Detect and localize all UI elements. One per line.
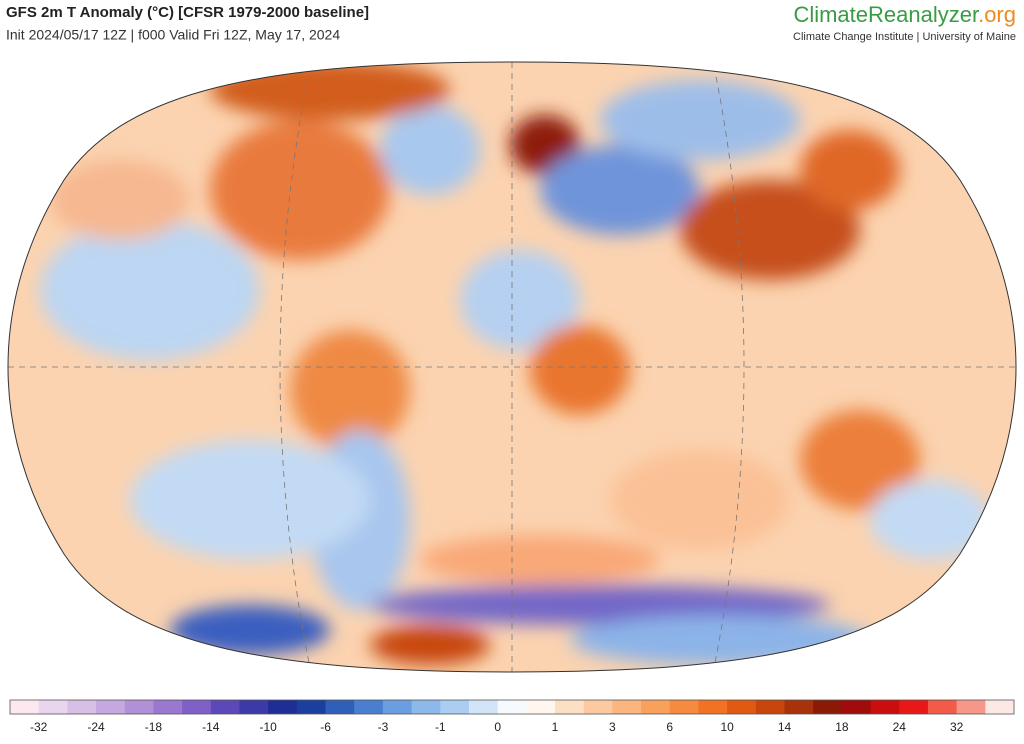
colorbar-swatch (784, 700, 814, 714)
colorbar-swatch (468, 700, 499, 714)
affiliation: Climate Change Institute | University of… (793, 31, 1016, 43)
colorbar-label: -3 (378, 720, 389, 734)
colorbar-label: -1 (435, 720, 446, 734)
colorbar-swatch (440, 700, 470, 714)
colorbar-swatch (899, 700, 929, 714)
colorbar-swatch (841, 700, 872, 714)
colorbar-label: 1 (552, 720, 559, 734)
colorbar-label: -24 (87, 720, 105, 734)
colorbar-swatch (698, 700, 728, 714)
colorbar: -32 -24 -18 -14 -10 -6 -3 -1 0 1 3 6 10 14 18 24 32 (9, 699, 1015, 734)
graticule (8, 62, 1016, 672)
colorbar-swatch (268, 700, 298, 714)
colorbar-swatch (755, 700, 786, 714)
colorbar-swatch (67, 700, 97, 714)
colorbar-swatch (411, 700, 441, 714)
colorbar-swatch (96, 700, 126, 714)
map (8, 62, 1016, 672)
brand: ClimateReanalyzer.org (793, 2, 1016, 27)
colorbar-frame (9, 699, 1015, 715)
colorbar-swatch (296, 700, 327, 714)
colorbar-label: 14 (778, 720, 792, 734)
colorbar-swatch (612, 700, 642, 714)
colorbar-swatch (641, 700, 671, 714)
colorbar-swatch (813, 700, 843, 714)
colorbar-label: 6 (666, 720, 673, 734)
brand-name: ClimateReanalyzer (793, 2, 979, 27)
colorbar-label: 10 (720, 720, 734, 734)
brand-suffix: .org (978, 2, 1016, 27)
colorbar-label: 3 (609, 720, 616, 734)
colorbar-swatch (555, 700, 585, 714)
colorbar-swatch (382, 700, 413, 714)
colorbar-label: -6 (320, 720, 331, 734)
colorbar-label: 18 (835, 720, 849, 734)
colorbar-label: -32 (30, 720, 48, 734)
map-outline (7, 61, 1017, 673)
colorbar-swatch (10, 700, 40, 714)
colorbar-label: 24 (893, 720, 907, 734)
colorbar-label: 32 (950, 720, 964, 734)
colorbar-swatch (38, 700, 68, 714)
colorbar-swatch (210, 700, 240, 714)
colorbar-swatch (182, 700, 212, 714)
colorbar-swatch (526, 700, 556, 714)
colorbar-label: -10 (259, 720, 277, 734)
colorbar-label: -14 (202, 720, 220, 734)
colorbar-swatch (124, 700, 154, 714)
colorbar-swatch (727, 700, 757, 714)
colorbar-swatch (325, 700, 355, 714)
colorbar-swatch (354, 700, 384, 714)
colorbar-swatch (985, 700, 1015, 714)
colorbar-swatch (870, 700, 900, 714)
subtitle: Init 2024/05/17 12Z | f000 Valid Fri 12Z… (6, 27, 340, 43)
anomaly-field (40, 62, 990, 665)
title: GFS 2m T Anomaly (°C) [CFSR 1979-2000 ba… (6, 4, 369, 21)
colorbar-label: -18 (145, 720, 163, 734)
colorbar-swatch (669, 700, 699, 714)
colorbar-swatch (153, 700, 183, 714)
colorbar-swatch (583, 700, 613, 714)
colorbar-swatch (497, 700, 527, 714)
colorbar-label: 0 (494, 720, 501, 734)
colorbar-swatch (927, 700, 958, 714)
colorbar-swatch (239, 700, 269, 714)
colorbar-swatch (956, 700, 986, 714)
